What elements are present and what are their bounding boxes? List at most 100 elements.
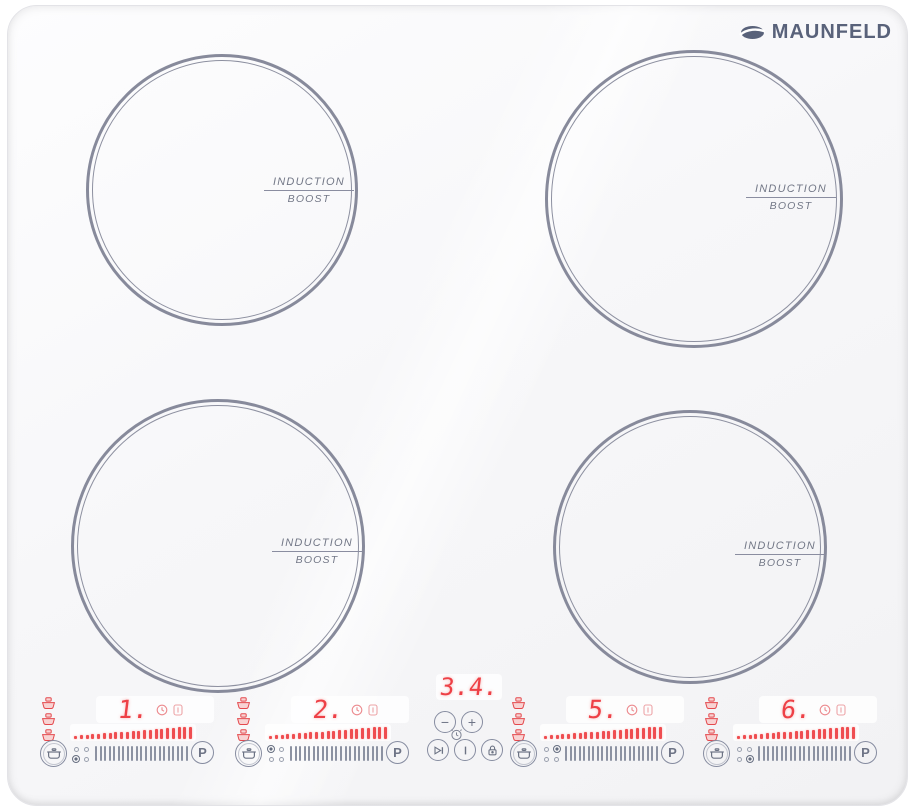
tick-mark[interactable] xyxy=(117,746,120,761)
tick-mark[interactable] xyxy=(140,746,143,761)
power-slider[interactable] xyxy=(758,745,851,762)
boost-p-button[interactable]: P xyxy=(386,741,409,764)
tick-mark[interactable] xyxy=(771,746,774,761)
boost-p-button[interactable]: P xyxy=(854,741,877,764)
tick-mark[interactable] xyxy=(358,746,361,761)
tick-mark[interactable] xyxy=(592,746,595,761)
tick-mark[interactable] xyxy=(646,746,649,761)
tick-mark[interactable] xyxy=(619,746,622,761)
tick-mark[interactable] xyxy=(376,746,379,761)
tick-mark[interactable] xyxy=(181,746,184,761)
timer-minus-button[interactable]: − xyxy=(434,711,456,733)
tick-mark[interactable] xyxy=(290,746,292,761)
boost-p-button[interactable]: P xyxy=(191,741,214,764)
tick-mark[interactable] xyxy=(303,746,306,761)
tick-mark[interactable] xyxy=(326,746,329,761)
tick-mark[interactable] xyxy=(767,746,770,761)
tick-mark[interactable] xyxy=(624,746,627,761)
tick-mark[interactable] xyxy=(596,746,599,761)
tick-mark[interactable] xyxy=(122,746,125,761)
tick-mark[interactable] xyxy=(821,746,824,761)
tick-mark[interactable] xyxy=(776,746,779,761)
zone-select-button[interactable] xyxy=(40,740,67,767)
tick-mark[interactable] xyxy=(371,746,374,761)
tick-mark[interactable] xyxy=(108,746,111,761)
timer-plus-button[interactable]: + xyxy=(461,711,483,733)
tick-mark[interactable] xyxy=(812,746,815,761)
tick-mark[interactable] xyxy=(817,746,820,761)
tick-mark[interactable] xyxy=(601,746,604,761)
tick-mark[interactable] xyxy=(794,746,797,761)
tick-mark[interactable] xyxy=(131,746,134,761)
zone-select-button[interactable] xyxy=(510,740,537,767)
boost-p-button[interactable]: P xyxy=(661,741,684,764)
power-on-off-button[interactable] xyxy=(454,739,476,761)
tick-mark[interactable] xyxy=(95,746,97,761)
tick-mark[interactable] xyxy=(321,746,324,761)
tick-mark[interactable] xyxy=(149,746,152,761)
tick-mark[interactable] xyxy=(308,746,311,761)
tick-mark[interactable] xyxy=(565,746,567,761)
tick-mark[interactable] xyxy=(172,746,175,761)
power-slider[interactable] xyxy=(290,745,383,762)
zone-select-button[interactable] xyxy=(235,740,262,767)
child-lock-button[interactable] xyxy=(481,739,503,761)
tick-mark[interactable] xyxy=(758,746,760,761)
tick-mark[interactable] xyxy=(651,746,654,761)
tick-mark[interactable] xyxy=(126,746,129,761)
tick-mark[interactable] xyxy=(762,746,765,761)
tick-mark[interactable] xyxy=(785,746,788,761)
tick-mark[interactable] xyxy=(299,746,302,761)
tick-mark[interactable] xyxy=(789,746,792,761)
tick-mark[interactable] xyxy=(830,746,833,761)
tick-mark[interactable] xyxy=(344,746,347,761)
tick-mark[interactable] xyxy=(154,746,157,761)
tick-mark[interactable] xyxy=(113,746,116,761)
tick-mark[interactable] xyxy=(835,746,838,761)
power-slider[interactable] xyxy=(95,745,188,762)
tick-mark[interactable] xyxy=(367,746,370,761)
tick-mark[interactable] xyxy=(848,746,851,761)
zone-select-button[interactable] xyxy=(703,740,730,767)
tick-mark[interactable] xyxy=(587,746,590,761)
tick-mark[interactable] xyxy=(158,746,161,761)
tick-mark[interactable] xyxy=(353,746,356,761)
tick-mark[interactable] xyxy=(569,746,572,761)
tick-mark[interactable] xyxy=(362,746,365,761)
tick-mark[interactable] xyxy=(335,746,338,761)
tick-mark[interactable] xyxy=(808,746,811,761)
tick-mark[interactable] xyxy=(135,746,138,761)
tick-mark[interactable] xyxy=(655,746,658,761)
tick-mark[interactable] xyxy=(803,746,806,761)
tick-mark[interactable] xyxy=(780,746,783,761)
tick-mark[interactable] xyxy=(167,746,170,761)
tick-mark[interactable] xyxy=(798,746,801,761)
tick-mark[interactable] xyxy=(185,746,188,761)
tick-mark[interactable] xyxy=(312,746,315,761)
tick-mark[interactable] xyxy=(844,746,847,761)
tick-mark[interactable] xyxy=(330,746,333,761)
tick-mark[interactable] xyxy=(104,746,107,761)
tick-mark[interactable] xyxy=(145,746,148,761)
tick-mark[interactable] xyxy=(349,746,352,761)
tick-mark[interactable] xyxy=(642,746,645,761)
tick-mark[interactable] xyxy=(317,746,320,761)
tick-mark[interactable] xyxy=(615,746,618,761)
pause-button[interactable] xyxy=(427,739,449,761)
power-slider[interactable] xyxy=(565,745,658,762)
tick-mark[interactable] xyxy=(628,746,631,761)
tick-mark[interactable] xyxy=(380,746,383,761)
tick-mark[interactable] xyxy=(610,746,613,761)
tick-mark[interactable] xyxy=(578,746,581,761)
tick-mark[interactable] xyxy=(176,746,179,761)
tick-mark[interactable] xyxy=(637,746,640,761)
tick-mark[interactable] xyxy=(633,746,636,761)
tick-mark[interactable] xyxy=(826,746,829,761)
tick-mark[interactable] xyxy=(294,746,297,761)
tick-mark[interactable] xyxy=(839,746,842,761)
tick-mark[interactable] xyxy=(574,746,577,761)
tick-mark[interactable] xyxy=(340,746,343,761)
tick-mark[interactable] xyxy=(99,746,102,761)
tick-mark[interactable] xyxy=(605,746,608,761)
tick-mark[interactable] xyxy=(583,746,586,761)
